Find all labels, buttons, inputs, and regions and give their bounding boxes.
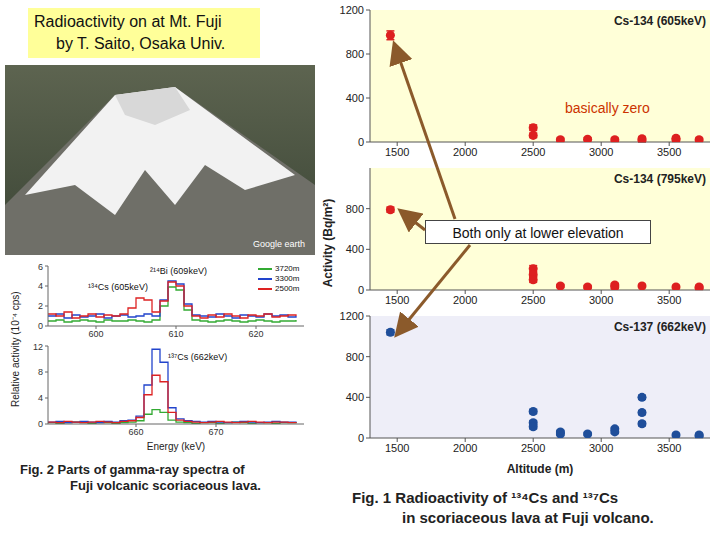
- svg-text:2500: 2500: [521, 442, 545, 454]
- svg-text:0: 0: [358, 136, 364, 148]
- svg-text:3500: 3500: [657, 146, 681, 158]
- svg-text:2000: 2000: [453, 146, 477, 158]
- html-text:Cs-137 (662keV): Cs-137 (662keV): [613, 320, 706, 334]
- html-text:Activity (Bq/m²): Activity (Bq/m²): [321, 198, 335, 288]
- svg-text:4: 4: [38, 393, 43, 403]
- html-text:²¹⁴Bi (609keV): ²¹⁴Bi (609keV): [150, 266, 207, 276]
- svg-text:12: 12: [33, 342, 43, 352]
- svg-text:2: 2: [38, 301, 43, 311]
- svg-text:1200: 1200: [340, 310, 364, 322]
- svg-text:800: 800: [346, 48, 364, 60]
- svg-text:2000: 2000: [453, 294, 477, 306]
- html-text:Altitude (m): Altitude (m): [506, 462, 574, 476]
- svg-text:0: 0: [38, 321, 43, 331]
- svg-text:3500: 3500: [657, 442, 681, 454]
- svg-text:400: 400: [346, 243, 364, 255]
- html-text:Cs-134 (795keV): Cs-134 (795keV): [613, 172, 706, 186]
- svg-text:3000: 3000: [589, 442, 613, 454]
- html-text:Relative activity (10⁻⁴ cps): Relative activity (10⁻⁴ cps): [10, 291, 21, 407]
- html-text:in scoriaceous lava at Fuji vo: in scoriaceous lava at Fuji volcano.: [402, 509, 654, 526]
- html-text:Fuji volcanic scoriaceous lava: Fuji volcanic scoriaceous lava.: [70, 478, 261, 493]
- svg-text:2500: 2500: [521, 146, 545, 158]
- html-text:¹³⁴Cs (605keV): ¹³⁴Cs (605keV): [88, 282, 148, 292]
- svg-text:620: 620: [248, 329, 263, 339]
- svg-text:1500: 1500: [385, 442, 409, 454]
- html-text:2500m: 2500m: [275, 284, 300, 293]
- svg-text:Google earth: Google earth: [253, 239, 305, 249]
- svg-text:800: 800: [346, 351, 364, 363]
- svg-text:660: 660: [128, 427, 143, 437]
- html-text:Fig. 1 Radioactivity of ¹³⁴Cs: Fig. 1 Radioactivity of ¹³⁴Cs and ¹³⁷Cs: [352, 489, 619, 506]
- html-text:basically zero: basically zero: [565, 100, 650, 116]
- svg-text:670: 670: [208, 427, 223, 437]
- html-text:Radioactivity on at Mt. Fuji: Radioactivity on at Mt. Fuji: [34, 13, 222, 30]
- svg-text:1500: 1500: [385, 294, 409, 306]
- svg-text:1500: 1500: [385, 146, 409, 158]
- svg-text:3000: 3000: [589, 294, 613, 306]
- html-text:3720m: 3720m: [275, 264, 300, 273]
- html-text:¹³⁷Cs (662keV): ¹³⁷Cs (662keV): [168, 352, 228, 362]
- svg-text:0: 0: [38, 419, 43, 429]
- html-text:Energy (keV): Energy (keV): [146, 441, 206, 452]
- svg-text:610: 610: [168, 329, 183, 339]
- html-text:Fig. 2 Parts of gamma-ray spec: Fig. 2 Parts of gamma-ray spectra of: [20, 462, 245, 477]
- svg-text:8: 8: [38, 367, 43, 377]
- svg-text:2500: 2500: [521, 294, 545, 306]
- svg-text:400: 400: [346, 92, 364, 104]
- svg-text:400: 400: [346, 391, 364, 403]
- svg-text:6: 6: [38, 262, 43, 272]
- svg-text:4: 4: [38, 281, 43, 291]
- html-text:3300m: 3300m: [275, 274, 300, 283]
- svg-text:3000: 3000: [589, 146, 613, 158]
- svg-text:2000: 2000: [453, 442, 477, 454]
- svg-text:1200: 1200: [340, 4, 364, 16]
- html-text:Cs-134 (605keV): Cs-134 (605keV): [613, 14, 706, 28]
- svg-text:3500: 3500: [657, 294, 681, 306]
- svg-text:600: 600: [88, 329, 103, 339]
- svg-text:0: 0: [358, 432, 364, 444]
- html-text:by T. Saito, Osaka Univ.: by T. Saito, Osaka Univ.: [56, 35, 226, 52]
- html-text:Both only at lower elevation: Both only at lower elevation: [452, 225, 624, 241]
- svg-text:800: 800: [346, 203, 364, 215]
- svg-text:0: 0: [358, 284, 364, 296]
